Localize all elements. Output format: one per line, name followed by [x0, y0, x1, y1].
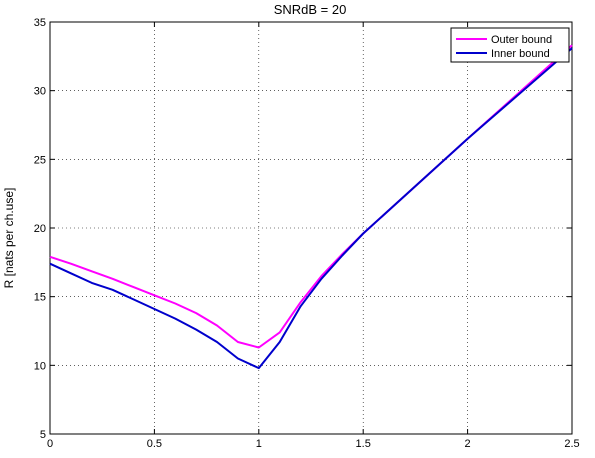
- ticks: 0 0.5 1 1.5 2 2.5 5 10 15 20 25 30 35: [34, 17, 580, 450]
- series-line-inner-bound: [49, 47, 573, 370]
- y-tick-label: 15: [34, 292, 46, 304]
- y-tick-label: 10: [34, 360, 46, 372]
- y-tick-label: 30: [34, 86, 46, 98]
- x-tick-label: 2.5: [564, 438, 579, 450]
- y-axis-label: R [nats per ch.use]: [2, 188, 16, 289]
- x-tick-label: 2: [465, 438, 471, 450]
- legend-label: Inner bound: [491, 48, 550, 60]
- x-tick-label: 0: [47, 438, 53, 450]
- y-tick-label: 5: [40, 429, 46, 441]
- y-tick-label: 25: [34, 154, 46, 166]
- x-tick-label: 0.5: [147, 438, 162, 450]
- legend-label: Outer bound: [491, 34, 552, 46]
- series-lines: [49, 44, 573, 370]
- chart-title: SNRdB = 20: [274, 2, 347, 17]
- y-tick-label: 20: [34, 223, 46, 235]
- grid: [50, 22, 572, 434]
- legend-box: [450, 27, 570, 63]
- legend: Outer bound Inner bound: [450, 27, 570, 63]
- x-tick-label: 1: [256, 438, 262, 450]
- y-tick-label: 35: [34, 17, 46, 29]
- x-tick-label: 1.5: [356, 438, 371, 450]
